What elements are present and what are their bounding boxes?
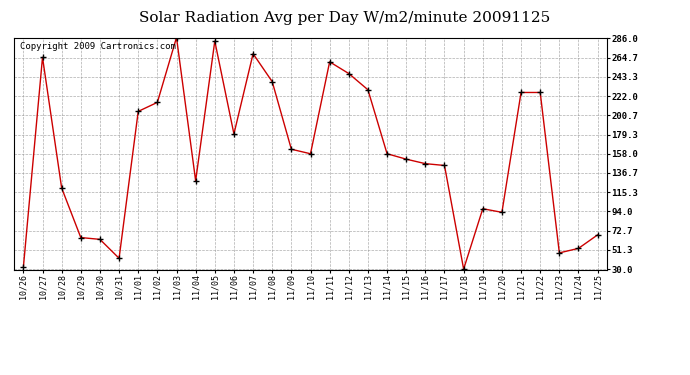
Text: Copyright 2009 Cartronics.com: Copyright 2009 Cartronics.com	[20, 42, 176, 51]
Text: Solar Radiation Avg per Day W/m2/minute 20091125: Solar Radiation Avg per Day W/m2/minute …	[139, 11, 551, 25]
